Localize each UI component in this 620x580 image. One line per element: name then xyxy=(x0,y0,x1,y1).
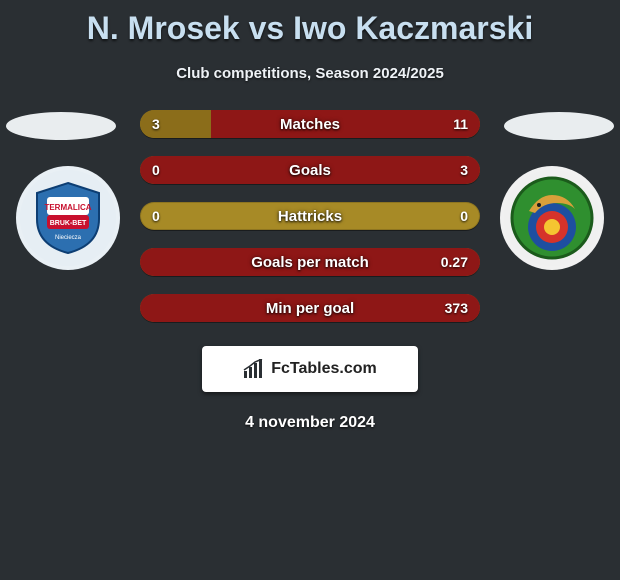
brand-chart-icon xyxy=(243,359,265,379)
date-label: 4 november 2024 xyxy=(0,414,620,432)
stat-bars: 311Matches 03Goals 0 0Hattricks 0.27Goals pe… xyxy=(140,110,480,322)
stat-bar-right-fill xyxy=(140,294,480,322)
club-badge-left: TERMALICA BRUK-BET Nieciecza xyxy=(16,166,120,270)
club-crest-right-icon xyxy=(509,175,595,261)
stat-bar: 03Goals xyxy=(140,156,480,184)
stat-bar: 0.27Goals per match xyxy=(140,248,480,276)
svg-text:Nieciecza: Nieciecza xyxy=(55,235,82,241)
svg-text:BRUK-BET: BRUK-BET xyxy=(50,220,87,227)
stat-bar-right-fill xyxy=(211,110,480,138)
stat-label: Hattricks xyxy=(140,202,480,230)
brand-label: FcTables.com xyxy=(271,360,377,378)
svg-text:TERMALICA: TERMALICA xyxy=(44,203,91,212)
stat-bar-left-fill xyxy=(140,110,211,138)
stat-bar: 373Min per goal xyxy=(140,294,480,322)
brand-card: FcTables.com xyxy=(202,346,418,392)
club-crest-left-icon: TERMALICA BRUK-BET Nieciecza xyxy=(29,179,107,257)
comparison-stage: TERMALICA BRUK-BET Nieciecza 311Matches 0… xyxy=(0,110,620,322)
stat-value-right: 0 xyxy=(448,202,480,230)
stat-value-left: 0 xyxy=(140,202,172,230)
page-title: N. Mrosek vs Iwo Kaczmarski xyxy=(0,0,620,47)
club-badge-right xyxy=(500,166,604,270)
player-right-head xyxy=(504,112,614,140)
stat-bar-right-fill xyxy=(140,248,480,276)
page-subtitle: Club competitions, Season 2024/2025 xyxy=(0,65,620,82)
stat-bar-right-fill xyxy=(140,156,480,184)
stat-bar: 311Matches xyxy=(140,110,480,138)
player-left-head xyxy=(6,112,116,140)
stat-bar: 0 0Hattricks xyxy=(140,202,480,230)
